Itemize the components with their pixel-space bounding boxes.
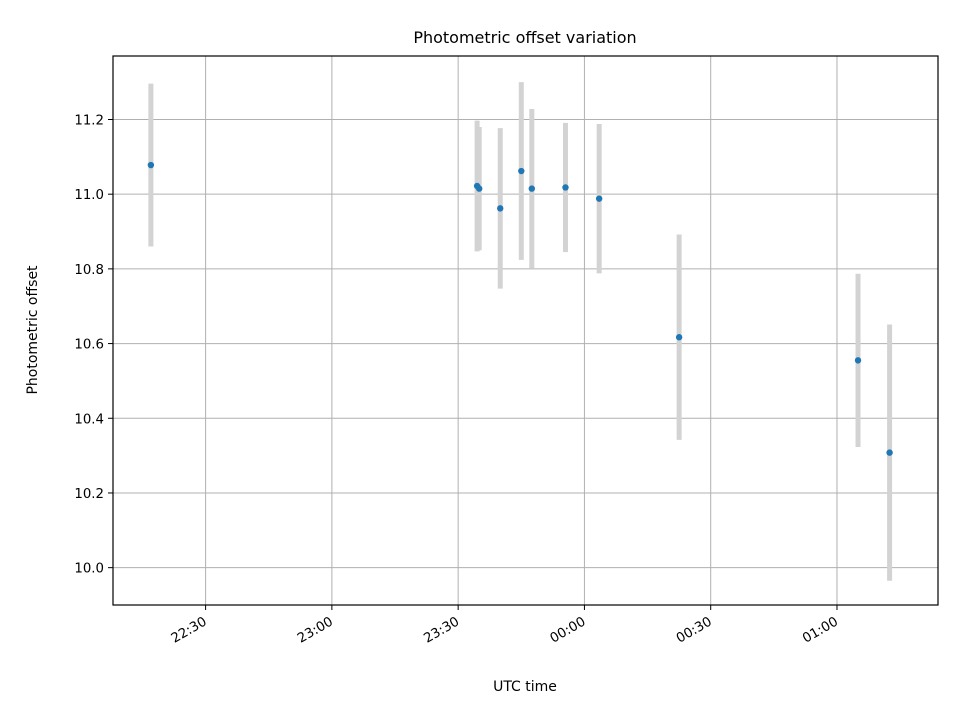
data-point <box>675 334 683 341</box>
y-axis-label: Photometric offset <box>25 265 41 395</box>
y-tick-label: 10.4 <box>74 412 104 427</box>
data-point <box>518 167 525 175</box>
y-tick-label: 10.8 <box>74 263 104 278</box>
data-points <box>147 161 893 456</box>
grid <box>113 56 938 605</box>
data-point <box>886 449 893 456</box>
data-point <box>147 161 155 169</box>
chart-title: Photometric offset variation <box>413 28 636 47</box>
y-tick-label: 10.6 <box>74 338 104 353</box>
x-axis-label: UTC time <box>493 679 557 695</box>
y-tick-label: 10.0 <box>74 562 104 577</box>
data-point <box>475 185 483 192</box>
y-tick-label: 10.2 <box>74 487 104 502</box>
data-point <box>528 185 536 192</box>
plot-area-frame <box>112 55 939 606</box>
y-tick-label: 11.2 <box>74 113 104 128</box>
y-tick-label: 11.0 <box>74 188 104 203</box>
data-point <box>562 184 569 191</box>
data-point <box>497 205 504 212</box>
data-point <box>854 357 862 364</box>
data-point <box>595 195 603 202</box>
